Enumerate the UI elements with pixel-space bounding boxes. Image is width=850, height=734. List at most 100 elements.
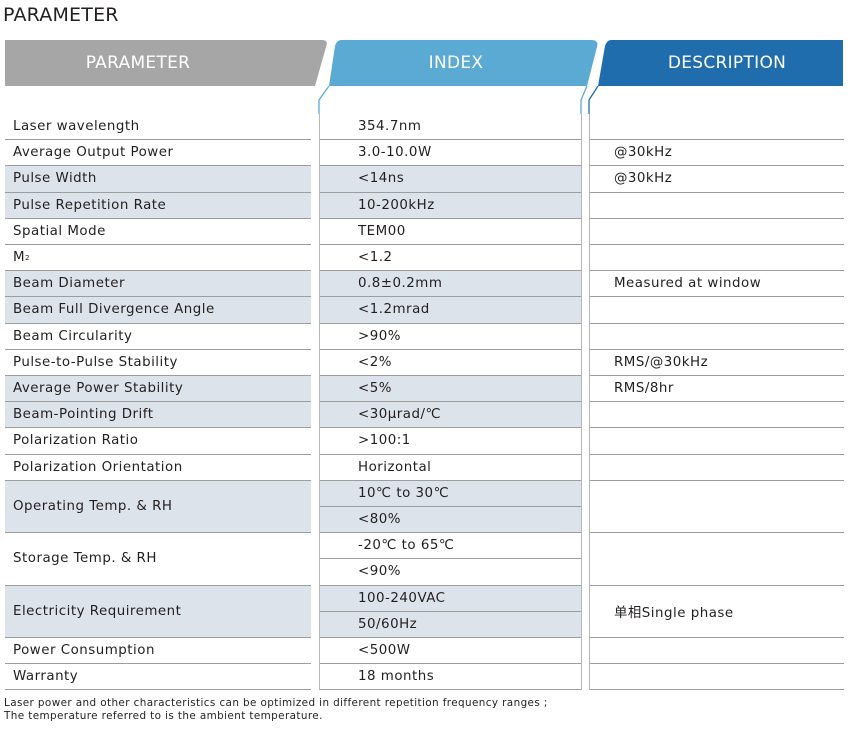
row-description: RMS/8hr <box>589 376 844 401</box>
row-index-text: 0.8±0.2mm <box>358 276 443 292</box>
row-divider <box>319 479 581 481</box>
row-index: 354.7nm <box>319 114 581 139</box>
row-description-text: Measured at window <box>614 276 762 292</box>
row-index-text: <2% <box>358 354 392 370</box>
row-index-text: <14ns <box>358 171 405 187</box>
row-index-text: 18 months <box>358 669 435 685</box>
row-parameter-text: Spatial Mode <box>13 223 106 239</box>
row-divider <box>5 244 311 245</box>
index-column-side-right <box>580 85 588 114</box>
row-divider <box>319 191 581 193</box>
header-tab-description: DESCRIPTION <box>667 53 787 73</box>
row-index-text: <90% <box>358 564 401 580</box>
row-divider <box>589 296 844 298</box>
row-divider <box>5 453 311 455</box>
row-divider <box>589 401 844 403</box>
row-description <box>589 428 844 453</box>
row-index: 0.8±0.2mm <box>319 271 581 297</box>
row-divider <box>589 637 844 638</box>
row-index-text: <5% <box>358 381 392 397</box>
row-divider <box>5 584 311 586</box>
row-parameter-text: Polarization Orientation <box>13 459 183 475</box>
row-description <box>589 664 844 689</box>
row-parameter: Storage Temp. & RH <box>5 533 311 584</box>
row-index-text: 10℃ to 30℃ <box>358 485 450 501</box>
row-divider <box>5 139 311 141</box>
row-divider <box>589 217 844 219</box>
row-divider <box>5 375 311 376</box>
row-index-text: <1.2mrad <box>358 302 430 318</box>
row-index: 50/60Hz <box>319 611 581 637</box>
row-divider <box>589 244 844 245</box>
table-header <box>5 40 843 114</box>
row-divider <box>589 191 844 193</box>
row-index: <5% <box>319 376 581 402</box>
row-parameter-text: Beam Circularity <box>13 328 133 344</box>
row-divider <box>589 584 844 586</box>
row-index-text: 50/60Hz <box>358 616 418 632</box>
row-divider <box>319 427 581 429</box>
column-edge <box>319 114 320 691</box>
row-index-text: 3.0-10.0W <box>358 145 432 161</box>
row-divider <box>319 348 581 350</box>
row-divider <box>589 348 844 350</box>
row-description <box>589 455 844 480</box>
row-index-text: >90% <box>358 328 401 344</box>
row-divider <box>5 689 311 691</box>
row-index-text: Horizontal <box>358 459 432 475</box>
row-index: 10℃ to 30℃ <box>319 480 581 506</box>
row-index: <500W <box>319 638 581 663</box>
row-divider <box>319 322 581 324</box>
row-divider <box>319 296 581 298</box>
row-description <box>589 297 844 322</box>
row-index: <30μrad/℃ <box>319 402 581 428</box>
row-parameter-text: Operating Temp. & RH <box>13 498 173 514</box>
header-tab-parameter: PARAMETER <box>85 53 191 73</box>
row-divider <box>589 375 844 376</box>
row-divider <box>5 165 311 167</box>
row-parameter-text: Average Output Power <box>13 145 174 161</box>
page-title: PARAMETER <box>3 4 119 26</box>
row-description-text: @30kHz <box>614 171 673 187</box>
row-parameter: Average Output Power <box>5 140 311 165</box>
row-parameter-text: Beam Full Divergence Angle <box>13 302 215 318</box>
row-parameter-text: Polarization Ratio <box>13 433 139 449</box>
row-parameter: Polarization Ratio <box>5 428 311 453</box>
row-index: <1.2mrad <box>319 297 581 323</box>
row-index-text: <30μrad/℃ <box>358 407 442 423</box>
row-divider <box>319 689 581 691</box>
row-divider <box>5 348 311 350</box>
row-index: <1.2 <box>319 245 581 270</box>
row-divider <box>589 270 844 272</box>
row-description <box>589 481 844 532</box>
row-parameter: Pulse Width <box>5 166 311 192</box>
description-column-side-left <box>588 85 599 114</box>
row-divider <box>319 165 581 167</box>
row-parameter-text: Pulse Repetition Rate <box>13 197 167 213</box>
row-index-text: <80% <box>358 512 401 528</box>
row-parameter-text: Power Consumption <box>13 643 155 659</box>
row-description <box>589 193 844 218</box>
row-divider <box>5 637 311 638</box>
row-index-text: <1.2 <box>358 250 393 266</box>
row-divider <box>319 139 581 141</box>
row-description: @30kHz <box>589 166 844 191</box>
row-divider <box>319 663 581 665</box>
row-divider <box>589 165 844 167</box>
row-description <box>589 324 844 349</box>
row-index: <14ns <box>319 166 581 192</box>
row-index: 18 months <box>319 664 581 689</box>
row-divider <box>5 532 311 534</box>
footnote: The temperature referred to is the ambie… <box>4 710 323 722</box>
row-parameter: Beam Diameter <box>5 271 311 297</box>
row-index-text: 10-200kHz <box>358 197 435 213</box>
row-parameter-text: Electricity Requirement <box>13 603 182 619</box>
row-parameter-text: Average Power Stability <box>13 381 184 397</box>
column-edge <box>589 114 590 691</box>
row-description-text: 单相Single phase <box>614 606 734 622</box>
row-description: Measured at window <box>589 271 844 296</box>
row-description <box>589 533 844 584</box>
row-index: -20℃ to 65℃ <box>319 533 581 558</box>
